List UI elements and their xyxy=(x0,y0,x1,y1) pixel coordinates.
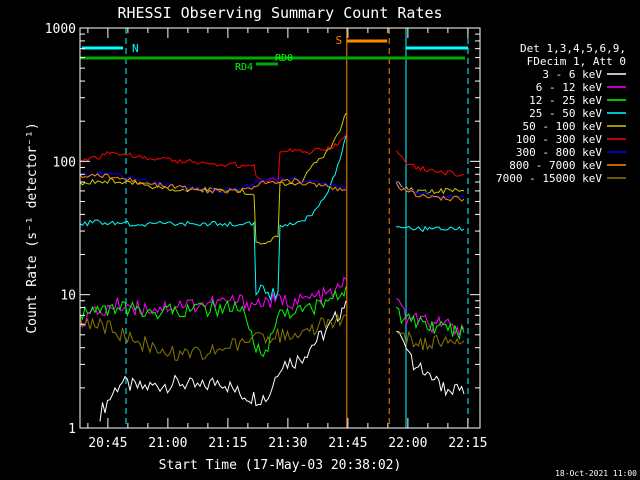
y-tick-label: 1 xyxy=(68,422,76,437)
legend-entry-label: 800 - 7000 keV xyxy=(509,159,602,172)
y-tick-label: 10 xyxy=(60,289,76,304)
x-tick-label: 21:15 xyxy=(208,436,247,451)
legend-entry-label: 12 - 25 keV xyxy=(529,94,602,107)
series-line-50-100-kev-kev xyxy=(79,112,347,245)
saa-label: S xyxy=(335,34,342,47)
x-tick-label: 21:30 xyxy=(268,436,307,451)
series-line-100-300-kev-kev xyxy=(79,133,347,185)
x-axis-label: Start Time (17-May-03 20:38:02) xyxy=(159,458,402,473)
series-line-7000-15000-kev-kev xyxy=(79,312,347,361)
plot-area: N S RD0 RD4 xyxy=(79,28,469,428)
axes: 1 10 100 1000 20:45 21:00 21:15 21:30 21:45 22:00… xyxy=(45,22,488,451)
night-label: N xyxy=(132,42,139,55)
series-line-800-7000-kev-kev xyxy=(79,173,347,194)
series-line-12-25-kev-kev xyxy=(79,286,347,358)
legend-entry-label: 50 - 100 keV xyxy=(523,120,603,133)
x-tick-label: 20:45 xyxy=(88,436,127,451)
x-tick-label: 21:45 xyxy=(328,436,367,451)
legend: Det 1,3,4,5,6,9,FDecim 1, Att 03 - 6 keV… xyxy=(496,42,626,185)
legend-header-line: FDecim 1, Att 0 xyxy=(527,55,626,68)
legend-entry-label: 300 - 800 keV xyxy=(516,146,602,159)
x-tick-label: 21:00 xyxy=(148,436,187,451)
y-tick-label: 100 xyxy=(53,155,76,170)
plot-frame xyxy=(79,27,481,429)
series-line-100-300-kev-kev-after-saa xyxy=(395,150,465,177)
y-axis-label: Count Rate (s⁻¹ detector⁻¹) xyxy=(25,122,40,333)
series-line-800-7000-kev-kev-after-saa xyxy=(395,181,465,202)
legend-entry-label: 6 - 12 keV xyxy=(536,81,603,94)
series-line-25-50-kev-kev-after-saa xyxy=(395,225,465,233)
series-line-12-25-kev-kev-after-saa xyxy=(395,306,465,341)
series-line-25-50-kev-kev xyxy=(79,135,347,302)
legend-entry-label: 25 - 50 keV xyxy=(529,107,602,120)
legend-header-line: Det 1,3,4,5,6,9, xyxy=(520,42,626,55)
series-line-3-6-kev-kev xyxy=(99,300,347,422)
legend-entry-label: 100 - 300 keV xyxy=(516,133,602,146)
x-tick-label: 22:00 xyxy=(388,436,427,451)
x-tick-label: 22:15 xyxy=(448,436,487,451)
rd4-label: RD4 xyxy=(235,62,253,73)
series-line-7000-15000-kev-kev-after-saa xyxy=(395,330,465,351)
series-line-3-6-kev-kev-after-saa xyxy=(395,330,465,397)
y-tick-label: 1000 xyxy=(45,22,76,37)
chart-title: RHESSI Observing Summary Count Rates xyxy=(117,4,442,22)
legend-entry-label: 7000 - 15000 keV xyxy=(496,172,602,185)
legend-entry-label: 3 - 6 keV xyxy=(542,68,602,81)
rd0-label: RD0 xyxy=(275,53,293,64)
series-line-6-12-kev-kev-after-saa xyxy=(395,298,465,336)
footer-date: 18-Oct-2021 11:00 xyxy=(555,469,637,478)
